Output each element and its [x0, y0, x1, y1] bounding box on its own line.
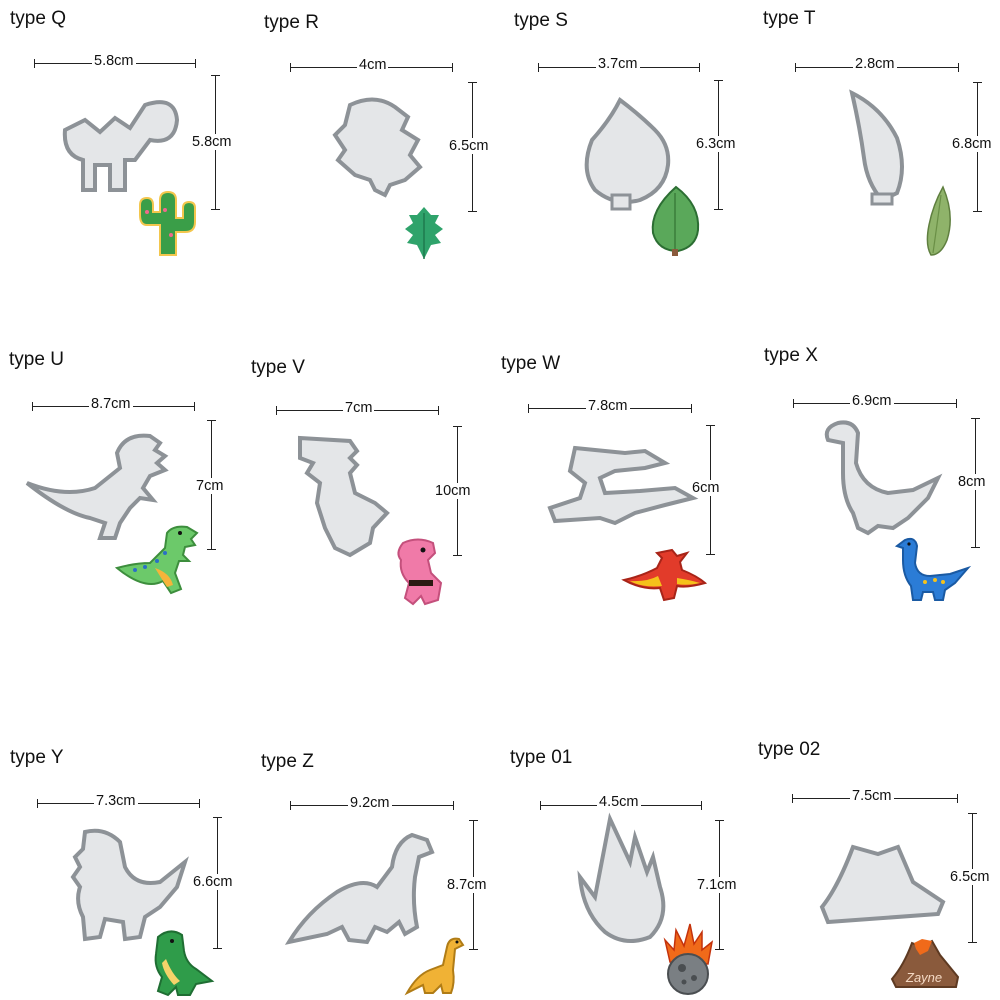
long-neck-dino-icon — [404, 937, 465, 996]
product-type-label: type X — [764, 345, 818, 366]
product-cell-t: type T 2.8cm 6.8cm — [750, 0, 1000, 333]
brontosaurus-icon — [894, 537, 972, 601]
product-type-label: type R — [264, 12, 319, 33]
product-cell-u: type U 8.7cm 7cm — [0, 333, 250, 666]
product-cell-02: type 02 7.5cm 6.5cm Zayne — [750, 667, 1000, 1000]
cookie-cutter-outline — [332, 97, 423, 198]
height-dimension-label: 6.5cm — [449, 138, 489, 154]
product-type-label: type S — [514, 10, 568, 31]
pink-dino-icon — [397, 538, 443, 606]
cookie-cutter-outline — [298, 435, 390, 558]
height-dimension-label: 6.3cm — [696, 136, 736, 152]
height-dimension-label: 6cm — [692, 480, 720, 496]
cactus-icon — [139, 190, 196, 256]
cookie-cutter-outline — [577, 812, 666, 943]
product-cell-y: type Y 7.3cm 6.6cm — [0, 667, 250, 1000]
cookie-cutter-outline — [584, 96, 671, 211]
cookie-cutter-outline — [70, 828, 189, 942]
volcano-cookie-text: Zayne — [906, 970, 943, 985]
height-dimension-label: 8cm — [958, 474, 986, 490]
slim-leaf-icon — [926, 185, 951, 256]
height-dimension-label: 8.7cm — [447, 877, 487, 893]
product-type-label: type 02 — [758, 739, 821, 760]
cookie-cutter-outline — [547, 445, 699, 526]
width-dimension-label: 6.9cm — [850, 393, 894, 409]
width-dimension-label: 7cm — [343, 400, 375, 416]
product-type-label: type Q — [10, 8, 66, 29]
round-leaf-icon — [651, 185, 700, 256]
height-dimension-label: 10cm — [435, 483, 471, 499]
height-dimension-label: 7cm — [196, 478, 224, 494]
product-cell-s: type S 3.7cm 6.3cm — [500, 0, 750, 333]
product-cell-w: type W 7.8cm 6cm — [500, 333, 750, 666]
width-dimension-label: 3.7cm — [596, 56, 640, 72]
product-type-label: type Y — [10, 747, 64, 768]
product-cell-01: type 01 4.5cm 7.1cm — [500, 667, 750, 1000]
product-cell-x: type X 6.9cm 8cm — [750, 333, 1000, 666]
width-dimension-label: 5.8cm — [92, 53, 136, 69]
product-cell-v: type V 7cm 10cm — [250, 333, 500, 666]
product-type-label: type 01 — [510, 747, 573, 768]
width-dimension-label: 7.3cm — [94, 793, 138, 809]
width-dimension-label: 8.7cm — [89, 396, 133, 412]
height-dimension-label: 5.8cm — [192, 134, 232, 150]
flaming-meteor-icon — [663, 923, 714, 995]
cookie-cutter-outline — [849, 89, 904, 206]
t-rex-icon — [114, 525, 199, 595]
width-dimension-label: 7.5cm — [850, 788, 894, 804]
height-dimension-label: 6.8cm — [952, 136, 992, 152]
product-type-label: type U — [9, 349, 64, 370]
cookie-cutter-outline — [824, 420, 943, 536]
width-dimension-label: 7.8cm — [586, 398, 630, 414]
product-cell-q: type Q 5.8cm 5.8cm — [0, 0, 250, 333]
height-dimension-label: 6.6cm — [193, 874, 233, 890]
width-dimension-label: 4.5cm — [597, 794, 641, 810]
product-type-label: type Z — [261, 751, 314, 772]
cookie-cutter-outline — [284, 832, 435, 945]
volcano-icon — [890, 939, 960, 988]
product-type-label: type T — [763, 8, 816, 29]
cookie-cutter-outline — [62, 100, 180, 192]
product-cell-r: type R 4cm 6.5cm — [250, 0, 500, 333]
product-type-label: type W — [501, 353, 561, 374]
width-dimension-label: 4cm — [357, 57, 389, 73]
cookie-cutter-outline — [25, 433, 169, 540]
fern-leaf-icon — [405, 207, 443, 259]
product-cell-z: type Z 9.2cm 8.7cm — [250, 667, 500, 1000]
pterodactyl-icon — [621, 548, 708, 602]
cookie-cutter-outline — [819, 844, 946, 925]
green-dino-icon — [154, 930, 215, 997]
product-type-label: type V — [251, 357, 305, 378]
width-dimension-label: 9.2cm — [348, 795, 392, 811]
height-dimension-label: 7.1cm — [697, 877, 737, 893]
width-dimension-label: 2.8cm — [853, 56, 897, 72]
height-dimension-label: 6.5cm — [950, 869, 990, 885]
